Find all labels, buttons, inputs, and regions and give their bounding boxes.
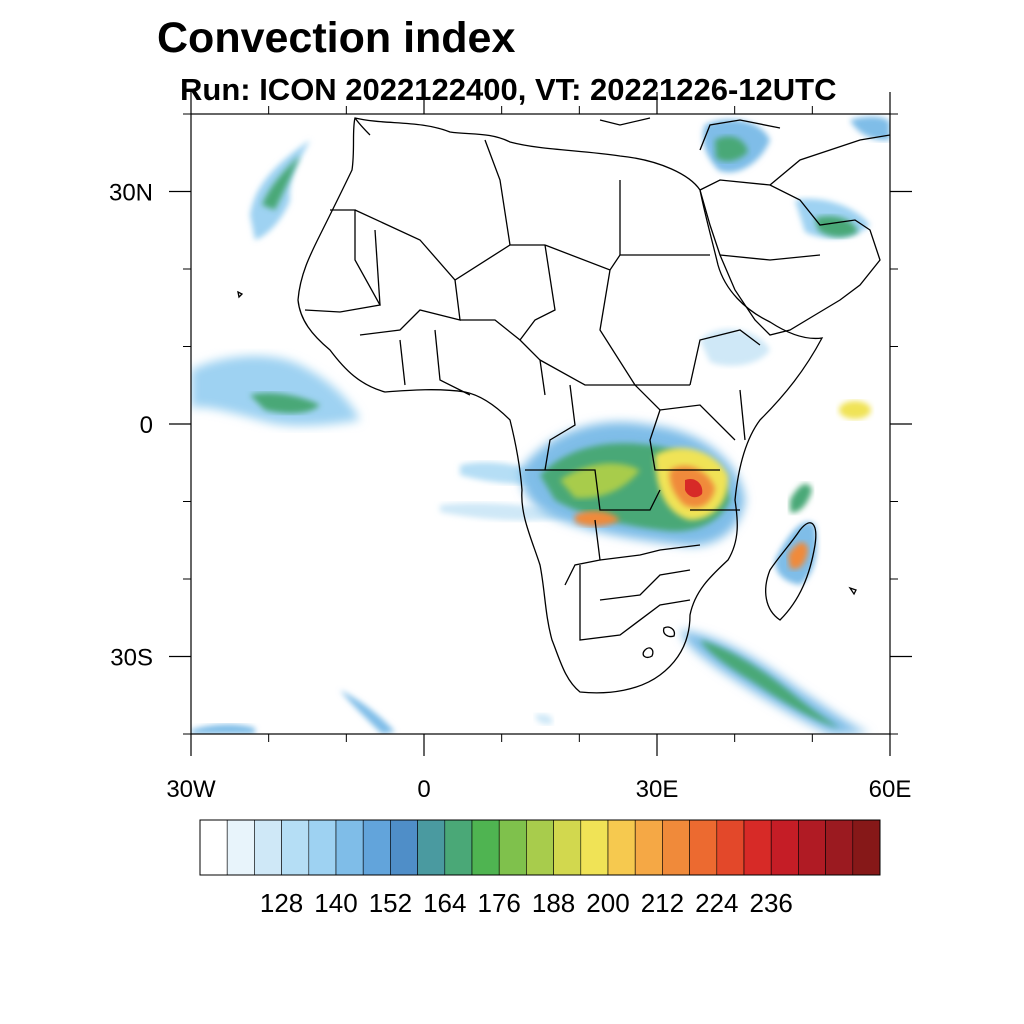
coastlines <box>237 117 890 694</box>
colorbar-label: 212 <box>641 888 684 918</box>
map-title: Convection index <box>157 14 516 62</box>
colorbar-label: 224 <box>695 888 738 918</box>
colorbar-swatch <box>526 819 554 876</box>
colorbar-swatch <box>689 819 718 876</box>
y-tick-label: 30N <box>109 180 153 207</box>
colorbar-swatch <box>444 819 473 876</box>
colorbar-swatch <box>417 819 446 876</box>
colorbar-swatch <box>770 819 799 876</box>
colorbar-swatch <box>825 819 854 876</box>
map-axes: 30W 0 30E 60E 30N 0 30S <box>109 92 912 803</box>
colorbar: 128 140 152 164 176 188 200 212 224 236 <box>199 819 881 918</box>
colorbar-label: 152 <box>369 888 412 918</box>
colorbar-swatch <box>390 819 418 876</box>
colorbar-label: 140 <box>314 888 357 918</box>
colorbar-swatch <box>798 819 826 876</box>
colorbar-label: 164 <box>423 888 466 918</box>
colorbar-label: 176 <box>478 888 521 918</box>
colorbar-swatch <box>662 819 690 876</box>
y-tick-label: 30S <box>110 645 153 672</box>
convection-field <box>191 116 890 734</box>
map-subtitle: Run: ICON 2022122400, VT: 20221226-12UTC <box>180 72 837 107</box>
colorbar-swatch <box>254 819 282 876</box>
x-tick-label: 60E <box>869 776 912 803</box>
colorbar-swatch <box>226 819 255 876</box>
colorbar-frame <box>199 819 881 876</box>
colorbar-swatch <box>852 819 881 876</box>
colorbar-swatch <box>607 819 636 876</box>
colorbar-swatch <box>362 819 391 876</box>
colorbar-swatch <box>281 819 310 876</box>
colorbar-swatch <box>743 819 772 876</box>
colorbar-label: 128 <box>260 888 303 918</box>
colorbar-label: 188 <box>532 888 575 918</box>
colorbar-swatch <box>553 819 582 876</box>
x-tick-label: 30E <box>636 776 679 803</box>
colorbar-label: 236 <box>750 888 793 918</box>
y-tick-label: 0 <box>140 412 153 439</box>
colorbar-swatch <box>335 819 364 876</box>
map-plot-area <box>191 114 890 734</box>
colorbar-swatch <box>471 819 500 876</box>
colorbar-swatch <box>580 819 609 876</box>
colorbar-swatch <box>498 819 527 876</box>
x-tick-label: 30W <box>166 776 216 803</box>
colorbar-swatch <box>716 819 745 876</box>
colorbar-swatch <box>308 819 337 876</box>
colorbar-swatch <box>199 819 228 876</box>
colorbar-label: 200 <box>586 888 629 918</box>
x-tick-label: 0 <box>417 776 430 803</box>
colorbar-swatch <box>634 819 663 876</box>
